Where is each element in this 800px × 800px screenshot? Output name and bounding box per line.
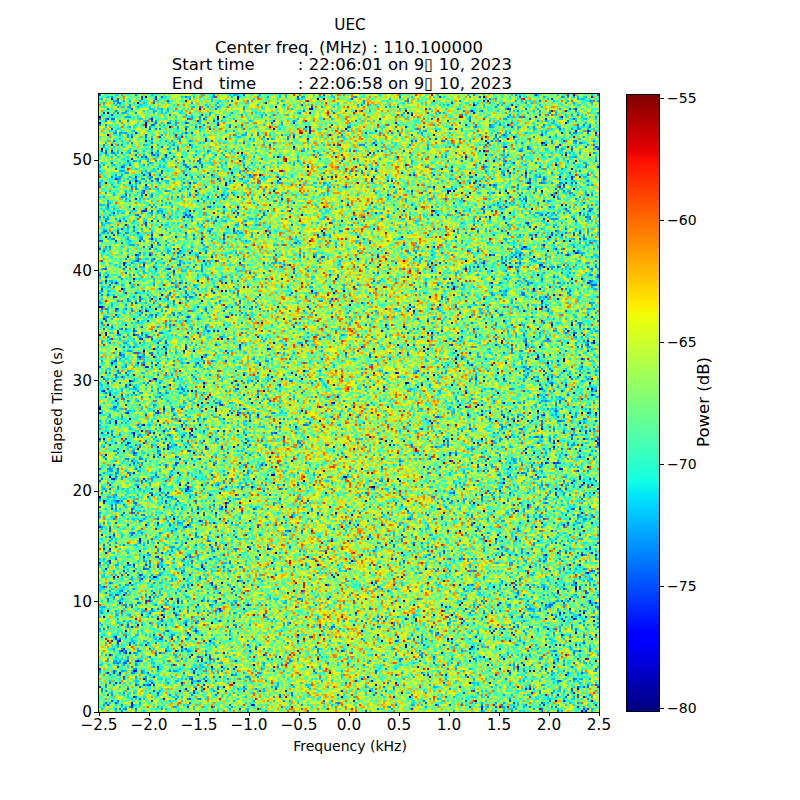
y-tick-mark (94, 601, 98, 602)
colorbar-tick-mark (660, 464, 664, 465)
end-time-label: End time (172, 74, 298, 93)
y-tick-label: 40 (42, 262, 92, 280)
y-tick-mark (94, 491, 98, 492)
y-tick-mark (94, 712, 98, 713)
end-time-value: : 22:06:58 on 9▯ 10, 2023 (298, 74, 512, 93)
y-axis-title: Elapsed Time (s) (49, 347, 65, 463)
colorbar-tick-label: −70 (667, 456, 697, 472)
colorbar-title: Power (dB) (694, 357, 713, 447)
y-tick-label: 0 (42, 703, 92, 721)
y-tick-mark (94, 270, 98, 271)
colorbar-gradient (627, 95, 659, 711)
colorbar (626, 94, 660, 712)
start-time-label: Start time (172, 55, 298, 74)
colorbar-tick-label: −60 (667, 212, 697, 228)
colorbar-tick-mark (660, 708, 664, 709)
x-tick-label: 0.0 (337, 716, 361, 735)
start-time-value: : 22:06:01 on 9▯ 10, 2023 (298, 55, 512, 74)
y-tick-label: 50 (42, 151, 92, 169)
colorbar-tick-label: −55 (667, 90, 697, 106)
y-tick-mark (94, 380, 98, 381)
colorbar-tick-label: −80 (667, 700, 697, 716)
spectrogram-image (99, 94, 599, 712)
colorbar-tick-mark (660, 98, 664, 99)
colorbar-tick-mark (660, 220, 664, 221)
colorbar-tick-label: −75 (667, 578, 697, 594)
x-tick-label: −0.5 (280, 716, 317, 735)
end-time-line: End time: 22:06:58 on 9▯ 10, 2023 (172, 74, 512, 93)
figure: UEC Center freq. (MHz) : 110.100000 Star… (0, 0, 800, 800)
y-tick-mark (94, 160, 98, 161)
x-tick-label: 1.0 (437, 716, 461, 735)
colorbar-tick-label: −65 (667, 334, 697, 350)
start-time-line: Start time: 22:06:01 on 9▯ 10, 2023 (172, 55, 512, 74)
x-tick-label: 2.0 (537, 716, 561, 735)
colorbar-tick-mark (660, 586, 664, 587)
x-axis-title: Frequency (kHz) (293, 737, 407, 756)
x-tick-label: −1.5 (180, 716, 217, 735)
x-tick-label: −1.0 (230, 716, 267, 735)
x-tick-label: 1.5 (487, 716, 511, 735)
y-tick-label: 20 (42, 482, 92, 500)
spectrogram-axes (98, 93, 600, 713)
x-tick-label: 0.5 (387, 716, 411, 735)
plot-title: UEC (334, 16, 366, 35)
colorbar-tick-mark (660, 342, 664, 343)
y-tick-label: 10 (42, 593, 92, 611)
x-tick-label: −2.0 (130, 716, 167, 735)
x-tick-label: 2.5 (587, 716, 611, 735)
